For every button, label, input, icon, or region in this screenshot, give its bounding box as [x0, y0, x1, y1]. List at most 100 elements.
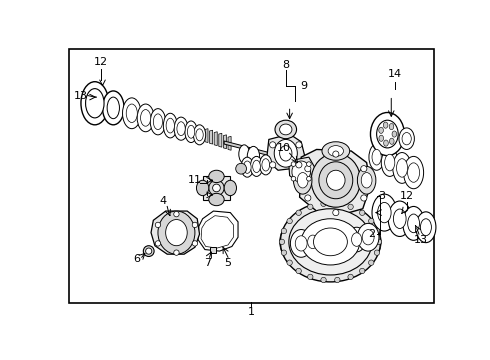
Ellipse shape	[137, 104, 154, 132]
Polygon shape	[289, 157, 315, 183]
Ellipse shape	[196, 180, 209, 195]
Circle shape	[209, 180, 224, 195]
Ellipse shape	[361, 172, 372, 188]
Circle shape	[360, 268, 365, 274]
Ellipse shape	[378, 202, 391, 223]
Polygon shape	[228, 136, 231, 150]
Ellipse shape	[224, 180, 237, 195]
Polygon shape	[205, 129, 208, 143]
Circle shape	[281, 250, 287, 255]
Circle shape	[335, 201, 340, 206]
Ellipse shape	[385, 154, 395, 171]
Ellipse shape	[322, 142, 350, 160]
Text: 6: 6	[134, 254, 141, 264]
Text: 13: 13	[74, 91, 88, 100]
Ellipse shape	[377, 120, 398, 148]
Ellipse shape	[196, 129, 203, 141]
Ellipse shape	[174, 117, 188, 140]
Ellipse shape	[399, 128, 415, 149]
Circle shape	[333, 210, 339, 216]
Polygon shape	[219, 133, 222, 147]
Circle shape	[305, 166, 311, 172]
Ellipse shape	[107, 97, 120, 119]
Circle shape	[155, 241, 161, 246]
Circle shape	[270, 142, 276, 148]
Ellipse shape	[262, 159, 270, 171]
Ellipse shape	[402, 132, 411, 145]
Text: 2: 2	[368, 229, 375, 239]
Text: 11: 11	[188, 175, 202, 185]
Polygon shape	[201, 216, 233, 248]
Ellipse shape	[292, 161, 311, 183]
Ellipse shape	[274, 139, 297, 167]
Polygon shape	[214, 132, 217, 145]
Ellipse shape	[150, 109, 166, 135]
Text: 3: 3	[379, 191, 386, 201]
Ellipse shape	[194, 125, 206, 145]
Circle shape	[291, 162, 296, 166]
Ellipse shape	[319, 162, 353, 199]
Circle shape	[348, 204, 353, 210]
Ellipse shape	[166, 118, 174, 133]
Text: 14: 14	[388, 69, 402, 79]
Text: 9: 9	[300, 81, 307, 91]
Circle shape	[333, 151, 339, 157]
Text: 4: 4	[159, 196, 166, 206]
Ellipse shape	[347, 227, 366, 252]
Ellipse shape	[153, 114, 163, 130]
Ellipse shape	[403, 206, 424, 240]
Ellipse shape	[158, 211, 195, 254]
Ellipse shape	[379, 127, 383, 134]
Circle shape	[192, 222, 197, 228]
Ellipse shape	[396, 159, 408, 177]
Ellipse shape	[308, 235, 318, 249]
Ellipse shape	[275, 120, 296, 139]
Circle shape	[296, 142, 302, 148]
Ellipse shape	[86, 89, 104, 118]
Circle shape	[335, 277, 340, 283]
Circle shape	[307, 162, 311, 166]
Ellipse shape	[408, 214, 419, 233]
Ellipse shape	[81, 82, 109, 125]
Ellipse shape	[297, 172, 308, 188]
Ellipse shape	[370, 112, 404, 156]
Polygon shape	[223, 135, 226, 149]
Ellipse shape	[102, 91, 124, 125]
Ellipse shape	[247, 147, 260, 166]
Circle shape	[296, 162, 302, 168]
Text: 12: 12	[94, 58, 108, 67]
Circle shape	[144, 246, 154, 256]
Ellipse shape	[379, 135, 384, 141]
Circle shape	[146, 248, 152, 254]
Ellipse shape	[311, 153, 361, 207]
Ellipse shape	[236, 163, 246, 174]
Ellipse shape	[326, 170, 345, 190]
Circle shape	[155, 222, 161, 228]
Circle shape	[192, 241, 197, 246]
Ellipse shape	[294, 166, 312, 194]
Ellipse shape	[404, 156, 423, 189]
Ellipse shape	[126, 104, 137, 122]
Circle shape	[368, 260, 374, 265]
Circle shape	[308, 274, 313, 280]
Ellipse shape	[280, 202, 381, 282]
Circle shape	[307, 176, 311, 181]
Text: 5: 5	[224, 258, 232, 267]
Ellipse shape	[408, 163, 419, 182]
Ellipse shape	[369, 144, 384, 170]
Circle shape	[305, 195, 311, 201]
Ellipse shape	[209, 193, 224, 206]
Ellipse shape	[303, 230, 322, 254]
Ellipse shape	[166, 220, 187, 246]
Ellipse shape	[244, 161, 251, 173]
Circle shape	[291, 176, 296, 181]
Circle shape	[296, 210, 301, 215]
Ellipse shape	[141, 109, 151, 126]
Ellipse shape	[372, 194, 397, 231]
Circle shape	[213, 184, 220, 192]
Ellipse shape	[241, 157, 253, 177]
Circle shape	[361, 166, 367, 172]
Ellipse shape	[314, 228, 347, 256]
Circle shape	[287, 219, 293, 224]
Circle shape	[374, 250, 380, 255]
